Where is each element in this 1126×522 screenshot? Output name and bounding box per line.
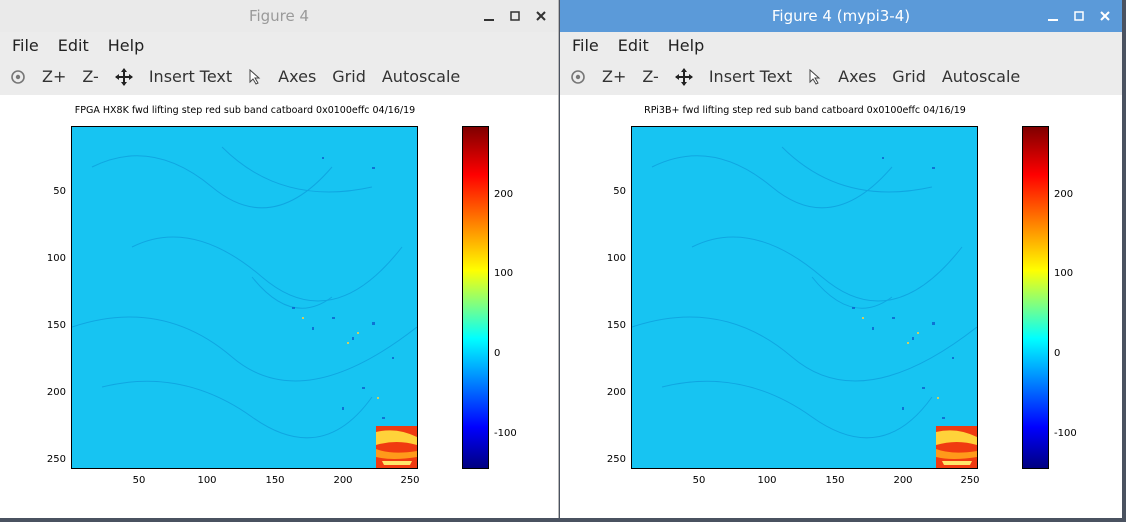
insert-text-button[interactable]: Insert Text <box>708 67 793 86</box>
x-tick-label: 100 <box>757 475 777 486</box>
colorbar <box>462 126 489 469</box>
grid-button[interactable]: Grid <box>332 67 366 86</box>
plot-title: RPi3B+ fwd lifting step red sub band cat… <box>644 105 966 116</box>
x-tick-label: 50 <box>132 475 146 486</box>
x-tick-label: 200 <box>333 475 353 486</box>
rotate-icon[interactable] <box>570 69 586 85</box>
maximize-icon[interactable] <box>502 0 528 32</box>
close-icon[interactable] <box>528 0 554 32</box>
menu-file[interactable]: File <box>572 35 599 55</box>
menubar: File Edit Help <box>0 32 558 58</box>
x-tick-label: 150 <box>265 475 285 486</box>
highpass-corner <box>936 426 977 468</box>
zoom-out-button[interactable]: Z- <box>642 67 659 86</box>
figure-window-right: Figure 4 (mypi3-4) File Edit Help Z+ Z- … <box>560 0 1122 518</box>
window-title: Figure 4 (mypi3-4) <box>771 7 911 25</box>
image-plot[interactable] <box>71 126 418 469</box>
colorbar-tick-label: -100 <box>1054 428 1077 439</box>
axes-button[interactable]: Axes <box>838 67 877 86</box>
colorbar-tick-label: 0 <box>1054 348 1061 359</box>
zoom-in-button[interactable]: Z+ <box>602 67 627 86</box>
highpass-corner <box>376 426 417 468</box>
menu-edit[interactable]: Edit <box>617 35 649 55</box>
x-tick-label: 250 <box>960 475 980 486</box>
x-tick-label: 150 <box>825 475 845 486</box>
colorbar-tick-label: 100 <box>1054 268 1074 279</box>
y-tick-label: 250 <box>46 454 66 465</box>
figure-window-left: Figure 4 File Edit Help Z+ Z- Insert Tex… <box>0 0 559 518</box>
y-tick-label: 150 <box>46 320 66 331</box>
close-icon[interactable] <box>1092 0 1118 32</box>
menu-file[interactable]: File <box>12 35 39 55</box>
y-tick-label: 100 <box>46 253 66 264</box>
menu-help[interactable]: Help <box>667 35 705 55</box>
autoscale-button[interactable]: Autoscale <box>381 67 461 86</box>
grid-button[interactable]: Grid <box>892 67 926 86</box>
zoom-in-button[interactable]: Z+ <box>42 67 67 86</box>
pan-icon[interactable] <box>674 67 693 86</box>
menu-edit[interactable]: Edit <box>57 35 89 55</box>
toolbar: Z+ Z- Insert Text Axes Grid Autoscale <box>0 58 558 95</box>
colorbar-tick-label: 200 <box>1054 189 1074 200</box>
colorbar <box>1022 126 1049 469</box>
autoscale-button[interactable]: Autoscale <box>941 67 1021 86</box>
zoom-out-button[interactable]: Z- <box>82 67 99 86</box>
y-tick-label: 100 <box>606 253 626 264</box>
colorbar-tick-label: 200 <box>494 189 514 200</box>
minimize-icon[interactable] <box>476 0 502 32</box>
pointer-icon[interactable] <box>808 68 822 85</box>
figure-canvas[interactable]: FPGA HX8K fwd lifting step red sub band … <box>0 95 558 518</box>
insert-text-button[interactable]: Insert Text <box>148 67 233 86</box>
colorbar-tick-label: -100 <box>494 428 517 439</box>
x-tick-label: 250 <box>400 475 420 486</box>
titlebar[interactable]: Figure 4 (mypi3-4) <box>560 0 1122 32</box>
pan-icon[interactable] <box>114 67 133 86</box>
titlebar[interactable]: Figure 4 <box>0 0 558 32</box>
x-tick-label: 50 <box>692 475 706 486</box>
y-tick-label: 250 <box>606 454 626 465</box>
colorbar-tick-label: 100 <box>494 268 514 279</box>
menubar: File Edit Help <box>560 32 1122 58</box>
figure-canvas[interactable]: RPi3B+ fwd lifting step red sub band cat… <box>560 95 1122 518</box>
y-tick-label: 200 <box>46 387 66 398</box>
subband-image <box>632 127 977 468</box>
x-tick-label: 200 <box>893 475 913 486</box>
y-tick-label: 150 <box>606 320 626 331</box>
plot-title: FPGA HX8K fwd lifting step red sub band … <box>74 105 416 116</box>
rotate-icon[interactable] <box>10 69 26 85</box>
axes-button[interactable]: Axes <box>278 67 317 86</box>
colorbar-tick-label: 0 <box>494 348 501 359</box>
window-title: Figure 4 <box>248 7 310 25</box>
maximize-icon[interactable] <box>1066 0 1092 32</box>
subband-image <box>72 127 417 468</box>
x-tick-label: 100 <box>197 475 217 486</box>
pointer-icon[interactable] <box>248 68 262 85</box>
y-tick-label: 200 <box>606 387 626 398</box>
toolbar: Z+ Z- Insert Text Axes Grid Autoscale <box>560 58 1122 95</box>
image-plot[interactable] <box>631 126 978 469</box>
menu-help[interactable]: Help <box>107 35 145 55</box>
minimize-icon[interactable] <box>1040 0 1066 32</box>
y-tick-label: 50 <box>613 186 626 197</box>
y-tick-label: 50 <box>53 186 66 197</box>
